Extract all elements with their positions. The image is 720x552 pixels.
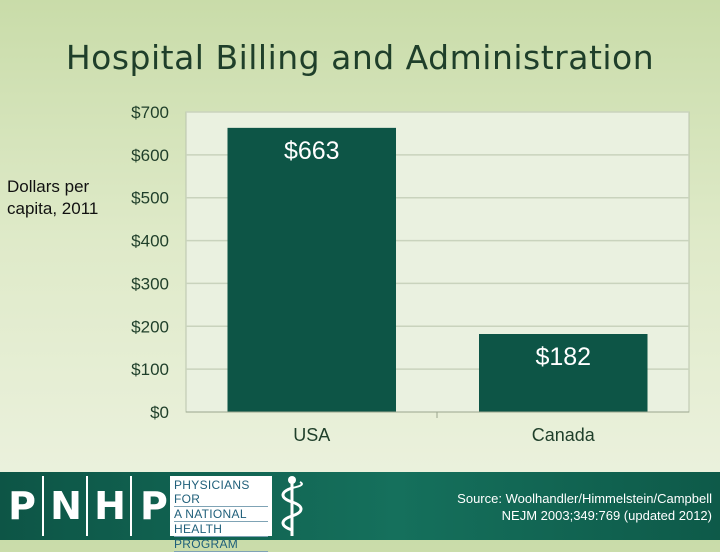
caduceus-icon: [281, 476, 303, 536]
logo-text-box: PHYSICIANS FOR A NATIONAL HEALTH PROGRAM: [170, 476, 272, 552]
y-tick-labels: $0 $100 $200 $300 $400 $500 $600 $700: [131, 103, 169, 422]
logo-separator: [86, 476, 88, 536]
y-tick-label: $300: [131, 274, 169, 293]
logo-letter-n: N: [50, 484, 82, 528]
chart-title: Hospital Billing and Administration: [65, 38, 655, 77]
y-axis-label-line1: Dollars per: [7, 177, 90, 196]
bar-canada: [478, 334, 648, 412]
y-axis-label-line2: capita, 2011: [7, 199, 99, 218]
y-tick-label: $500: [131, 189, 169, 208]
y-tick-label: $0: [150, 403, 169, 422]
y-tick-label: $400: [131, 232, 169, 251]
x-tick-label: USA: [293, 425, 330, 445]
x-tick-labels: USA Canada: [293, 425, 596, 445]
y-tick-label: $100: [131, 360, 169, 379]
source-line2: NEJM 2003;349:769 (updated 2012): [501, 508, 712, 523]
logo-text-line: PHYSICIANS FOR: [174, 478, 268, 507]
bar-chart: $0$100$200$300$400$500$600$700 $663$182 …: [131, 103, 690, 445]
logo-separator: [42, 476, 44, 536]
logo-text-line: A NATIONAL: [174, 507, 268, 522]
bars: $663 $182: [227, 127, 648, 412]
y-axis-label: Dollars per capita, 2011: [7, 176, 98, 220]
footer-bar: P N H P PHYSICIANS FOR A NATIONAL HEALTH…: [0, 472, 720, 552]
logo-letter-p2: P: [140, 484, 168, 528]
data-label: $663: [284, 137, 340, 165]
logo-text-line: PROGRAM: [174, 537, 268, 552]
bar-usa: [227, 127, 397, 412]
source-line1: Source: Woolhandler/Himmelstein/Campbell: [457, 491, 712, 506]
pnhp-logo: P N H P: [0, 472, 170, 540]
x-tick-label: Canada: [532, 425, 596, 445]
y-tick-label: $700: [131, 103, 169, 122]
y-tick-label: $200: [131, 317, 169, 336]
source-citation: Source: Woolhandler/Himmelstein/Campbell…: [457, 490, 712, 524]
logo-text-line: HEALTH: [174, 522, 268, 537]
y-tick-label: $600: [131, 146, 169, 165]
data-label: $182: [535, 343, 591, 371]
logo-separator: [130, 476, 132, 536]
logo-letter-p1: P: [8, 484, 36, 528]
logo-letter-h: H: [94, 484, 126, 528]
